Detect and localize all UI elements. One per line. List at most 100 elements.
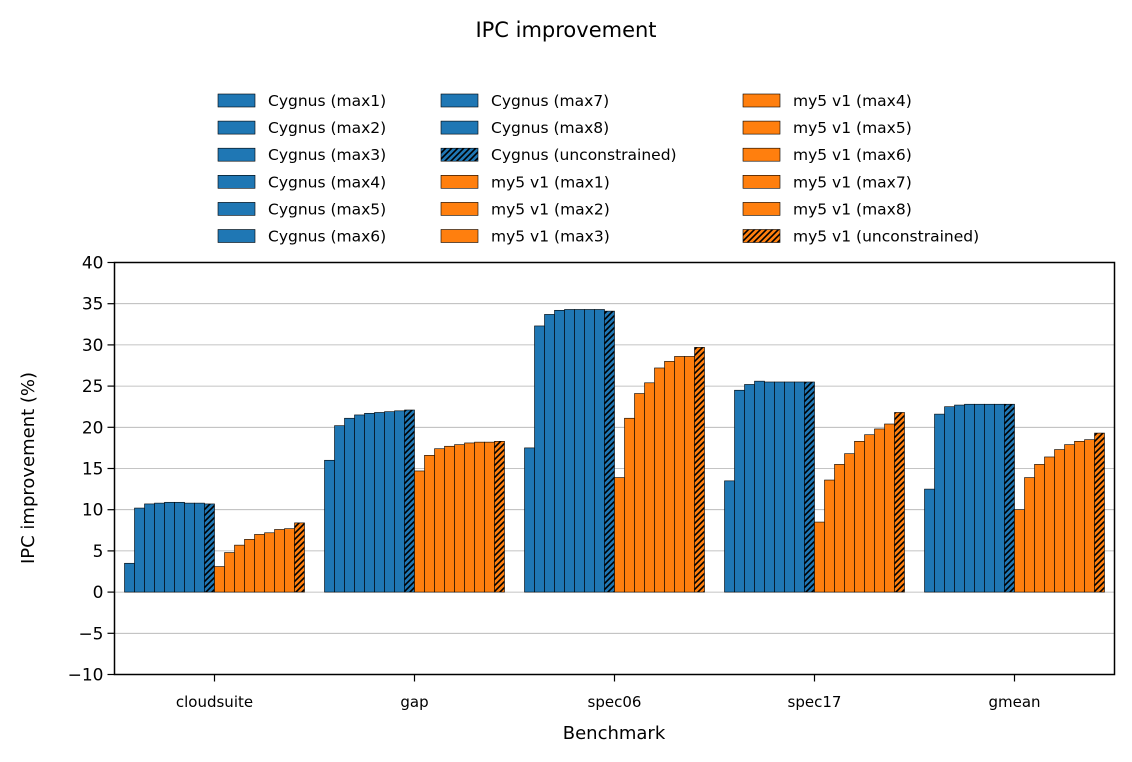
x-tick-label-cloudsuite: cloudsuite <box>176 693 253 711</box>
bar-spec17-cygnus-max5 <box>764 381 775 593</box>
legend-label-my5-v1-max1: my5 v1 (max1) <box>491 173 610 191</box>
bar-gmean-my5-v1-max2 <box>1024 477 1035 593</box>
bar-spec17-cygnus-max8 <box>794 381 805 593</box>
bar-spec06-my5-v1-max5 <box>654 367 665 593</box>
bar-gap-my5-v1-max8 <box>484 441 495 593</box>
bar-spec06-cygnus-max4 <box>554 309 565 593</box>
legend-label-cygnus-max1: Cygnus (max1) <box>268 92 386 110</box>
bar-cloudsuite-cygnus-max5 <box>164 501 175 593</box>
legend-swatch-cygnus-max7 <box>440 93 479 108</box>
bar-spec06-cygnus-max2 <box>534 325 545 593</box>
legend-swatch-cygnus-max5 <box>217 202 256 216</box>
bar-cloudsuite-cygnus-max4 <box>154 502 165 593</box>
bar-spec06-cygnus-max3 <box>544 314 555 593</box>
x-tick-label-gap: gap <box>400 693 428 711</box>
bar-gmean-cygnus-max3 <box>944 406 955 593</box>
y-axis-label: IPC improvement (%) <box>18 372 39 564</box>
bar-spec17-my5-v1-max6 <box>864 434 875 593</box>
bar-spec06-my5-v1-max4 <box>644 382 655 593</box>
bar-spec06-cygnus-max1 <box>524 447 535 593</box>
bar-gap-my5-v1-max4 <box>444 445 455 593</box>
legend-label-my5-v1-max5: my5 v1 (max5) <box>793 119 912 137</box>
bar-gmean-my5-v1-unconstrained-hatch <box>1094 433 1105 593</box>
bar-gmean-my5-v1-max5 <box>1054 449 1065 593</box>
bar-gmean-cygnus-max2 <box>934 413 945 593</box>
bar-spec06-my5-v1-max7 <box>674 356 685 593</box>
legend-swatch-my5-v1-max7 <box>742 175 781 189</box>
bar-gmean-my5-v1-max3 <box>1034 464 1045 593</box>
bar-gap-my5-v1-max6 <box>464 442 475 593</box>
bar-spec17-cygnus-max2 <box>734 389 745 593</box>
bar-gmean-cygnus-max5 <box>964 403 975 593</box>
bar-gap-cygnus-max6 <box>374 412 385 593</box>
bar-gmean-my5-v1-max7 <box>1074 441 1085 593</box>
legend-swatch-cygnus-max6 <box>217 229 256 243</box>
bar-spec17-my5-v1-max7 <box>874 428 885 593</box>
bar-gap-my5-v1-unconstrained-hatch <box>494 441 505 593</box>
chart-title: IPC improvement <box>475 18 656 42</box>
bar-cloudsuite-cygnus-max7 <box>184 502 195 593</box>
bar-gap-my5-v1-max3 <box>434 448 445 593</box>
plot-frame <box>113 261 1116 676</box>
legend-swatch-cygnus-max2 <box>217 120 256 135</box>
y-tick-label: 30 <box>82 336 104 356</box>
bar-cloudsuite-my5-v1-max8 <box>284 528 295 593</box>
bar-gap-cygnus-max8 <box>394 410 405 593</box>
bar-gap-my5-v1-max1 <box>414 470 425 593</box>
legend-swatch-my5-v1-max5 <box>742 120 781 135</box>
y-tick-label: 35 <box>82 295 104 315</box>
bar-cloudsuite-my5-v1-max3 <box>234 544 245 593</box>
legend-swatch-cygnus-max3 <box>217 147 256 162</box>
bar-spec17-my5-v1-max3 <box>834 464 845 593</box>
legend-swatch-hatch-my5-v1-unconstrained <box>743 229 780 243</box>
y-tick-label: 0 <box>93 583 104 603</box>
x-tick-label-gmean: gmean <box>988 693 1040 711</box>
bar-spec17-my5-v1-max2 <box>824 479 835 593</box>
legend-label-my5-v1-max8: my5 v1 (max8) <box>793 200 912 218</box>
legend-label-cygnus-max6: Cygnus (max6) <box>268 228 386 246</box>
legend-label-cygnus-unconstrained: Cygnus (unconstrained) <box>491 146 677 164</box>
bar-spec06-cygnus-max6 <box>574 309 585 593</box>
bar-gap-my5-v1-max5 <box>454 444 465 593</box>
y-tick-label: 25 <box>82 377 104 397</box>
legend-label-my5-v1-max7: my5 v1 (max7) <box>793 173 912 191</box>
bar-gmean-cygnus-max1 <box>924 488 935 593</box>
bar-spec06-my5-v1-max1 <box>614 477 625 593</box>
legend-label-my5-v1-max4: my5 v1 (max4) <box>793 92 912 110</box>
bar-gap-my5-v1-max2 <box>424 455 435 593</box>
bar-gmean-cygnus-unconstrained-hatch <box>1004 404 1015 593</box>
bar-cloudsuite-cygnus-unconstrained-hatch <box>204 503 215 593</box>
bar-spec06-cygnus-unconstrained-hatch <box>604 311 615 593</box>
bar-cloudsuite-my5-v1-max1 <box>214 566 225 593</box>
y-tick-label: 5 <box>93 542 104 562</box>
bar-spec06-my5-v1-unconstrained-hatch <box>694 347 705 593</box>
legend-label-my5-v1-max2: my5 v1 (max2) <box>491 200 610 218</box>
bar-cloudsuite-my5-v1-max7 <box>274 529 285 593</box>
bar-cloudsuite-cygnus-max3 <box>144 503 155 593</box>
legend-swatch-my5-v1-max3 <box>440 229 479 243</box>
bar-gap-cygnus-max2 <box>334 425 345 593</box>
legend: Cygnus (max1) Cygnus (max2) Cygnus (max3) C… <box>217 92 979 246</box>
bar-spec06-cygnus-max7 <box>584 309 595 593</box>
bar-cloudsuite-my5-v1-max2 <box>224 552 235 593</box>
bar-spec06-my5-v1-max2 <box>624 417 635 593</box>
legend-swatch-my5-v1-max6 <box>742 147 781 162</box>
legend-swatch-my5-v1-max2 <box>440 202 479 216</box>
bar-gmean-my5-v1-max1 <box>1014 509 1025 593</box>
bar-spec17-my5-v1-max8 <box>884 423 895 593</box>
bar-cloudsuite-cygnus-max6 <box>174 501 185 593</box>
bar-gmean-cygnus-max6 <box>974 403 985 593</box>
y-tick-label: 10 <box>82 501 104 521</box>
bar-cloudsuite-my5-v1-max5 <box>254 534 265 593</box>
x-tick-label-spec06: spec06 <box>588 693 642 711</box>
bar-gmean-my5-v1-max6 <box>1064 444 1075 593</box>
bar-spec17-cygnus-max7 <box>784 381 795 593</box>
legend-swatch-cygnus-max8 <box>440 120 479 135</box>
y-tick-label: −5 <box>78 624 103 644</box>
bar-gap-cygnus-max7 <box>384 411 395 593</box>
legend-label-my5-v1-unconstrained: my5 v1 (unconstrained) <box>793 228 979 246</box>
bar-spec17-cygnus-max3 <box>744 384 755 593</box>
legend-label-my5-v1-max6: my5 v1 (max6) <box>793 146 912 164</box>
bar-spec17-my5-v1-unconstrained-hatch <box>894 412 905 593</box>
